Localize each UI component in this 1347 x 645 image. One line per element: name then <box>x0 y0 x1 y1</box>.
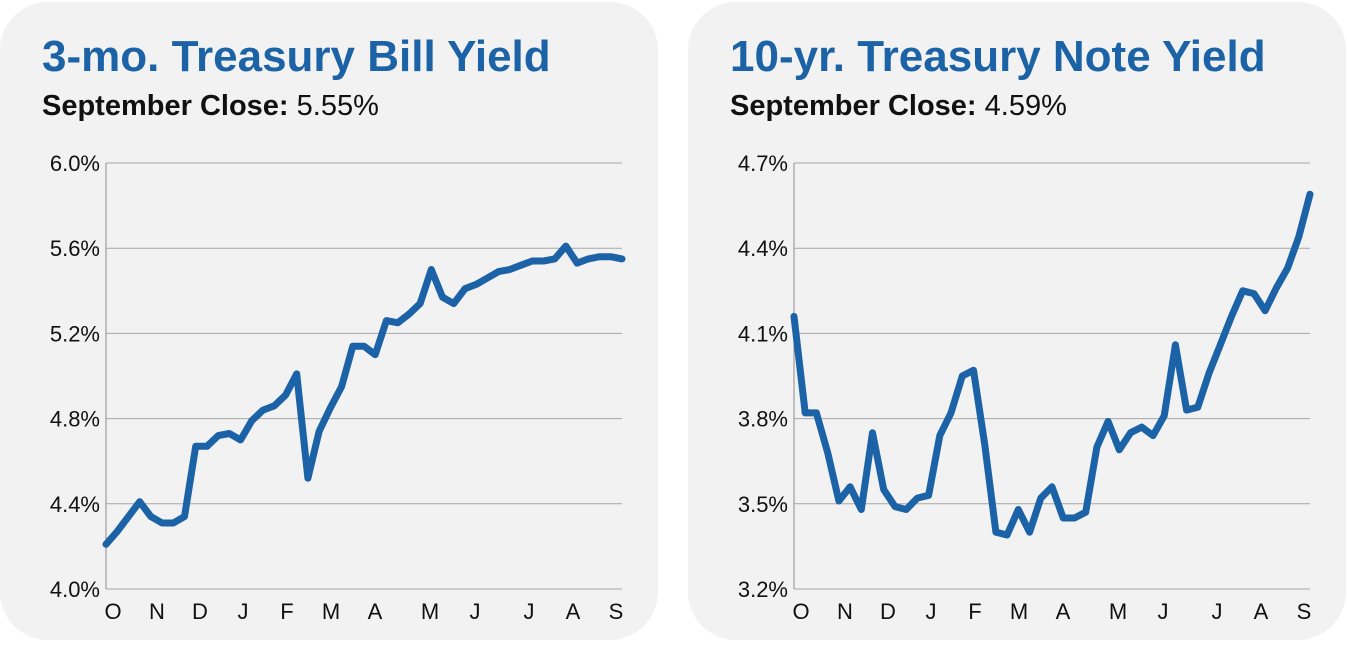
chart-panel-10yr-note: 10-yr. Treasury Note Yield September Clo… <box>688 2 1346 640</box>
y-tick-label: 4.7% <box>738 151 788 176</box>
x-tick-label: A <box>1254 599 1269 624</box>
x-tick-label: A <box>368 599 383 624</box>
chart-subtitle: September Close: 4.59% <box>730 90 1067 123</box>
x-tick-label: J <box>524 599 535 624</box>
x-tick-label: J <box>1158 599 1169 624</box>
y-tick-label: 5.2% <box>50 321 100 346</box>
y-tick-label: 4.8% <box>50 407 100 432</box>
x-tick-label: O <box>104 599 121 624</box>
x-tick-label: D <box>880 599 896 624</box>
chart-title: 3-mo. Treasury Bill Yield <box>42 32 551 81</box>
subtitle-value: 4.59% <box>984 90 1067 122</box>
x-tick-label: S <box>1297 599 1312 624</box>
x-tick-label: M <box>322 599 340 624</box>
chart-subtitle: September Close: 5.55% <box>42 90 379 123</box>
y-tick-label: 4.1% <box>738 321 788 346</box>
chart-panel-3mo-bill: 3-mo. Treasury Bill Yield September Clos… <box>0 2 658 640</box>
y-tick-label: 4.0% <box>50 577 100 602</box>
x-tick-label: J <box>1212 599 1223 624</box>
x-tick-label: F <box>280 599 293 624</box>
y-tick-label: 3.8% <box>738 407 788 432</box>
y-tick-label: 3.2% <box>738 577 788 602</box>
y-tick-label: 3.5% <box>738 492 788 517</box>
x-tick-label: M <box>1109 599 1127 624</box>
y-tick-label: 6.0% <box>50 151 100 176</box>
series-line <box>102 242 626 548</box>
x-tick-label: M <box>1010 599 1028 624</box>
x-tick-label: S <box>609 599 624 624</box>
x-tick-label: F <box>968 599 981 624</box>
x-tick-label: J <box>470 599 481 624</box>
y-tick-label: 4.4% <box>738 236 788 261</box>
x-tick-label: J <box>238 599 249 624</box>
x-tick-label: J <box>926 599 937 624</box>
y-tick-label: 5.6% <box>50 236 100 261</box>
line-chart-10yr-note: 4.7% 4.4% 4.1% 3.8% 3.5% 3.2%O N D J F M A M J J A S <box>738 151 1314 624</box>
chart-title: 10-yr. Treasury Note Yield <box>730 32 1266 81</box>
x-tick-label: A <box>566 599 581 624</box>
x-tick-label: N <box>837 599 853 624</box>
x-tick-label: D <box>192 599 208 624</box>
x-tick-label: O <box>792 599 809 624</box>
series-line <box>790 190 1314 539</box>
y-tick-label: 4.4% <box>50 492 100 517</box>
subtitle-value: 5.55% <box>296 90 379 122</box>
subtitle-label: September Close: <box>42 90 289 122</box>
x-tick-label: M <box>421 599 439 624</box>
x-tick-label: N <box>149 599 165 624</box>
line-chart-3mo-bill: 6.0% 5.6% 5.2% 4.8% 4.4% 4.0%O N D J F M A M J J A S <box>50 151 626 624</box>
subtitle-label: September Close: <box>730 90 977 122</box>
x-tick-label: A <box>1056 599 1071 624</box>
